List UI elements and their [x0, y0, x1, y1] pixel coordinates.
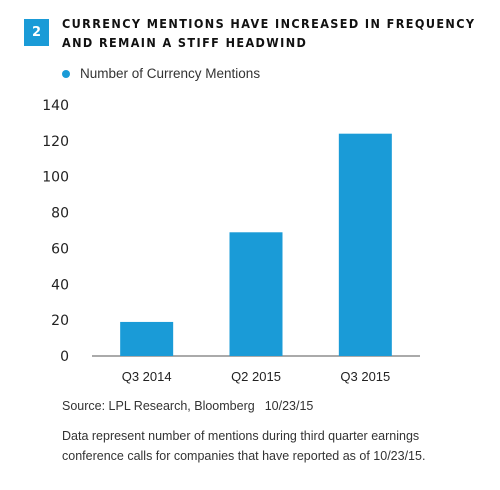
bar-q3-2015 [338, 133, 392, 356]
x-tick-label: Q3 2014 [122, 369, 172, 384]
chart-title-line-1: CURRENCY MENTIONS HAVE INCREASED IN FREQ… [62, 16, 476, 31]
x-tick-label: Q3 2015 [340, 369, 390, 384]
source-text: Source: LPL Research, Bloomberg [62, 399, 255, 413]
y-tick-label: 100 [42, 170, 69, 186]
legend-swatch-icon [62, 69, 70, 78]
y-tick-label: 20 [51, 313, 69, 329]
chart-legend: Number of Currency Mentions [62, 66, 260, 81]
x-tick-label: Q2 2015 [231, 369, 281, 384]
y-tick-label: 120 [42, 134, 69, 150]
bar-q3-2014 [120, 321, 174, 356]
y-tick-label: 40 [51, 277, 69, 293]
chart-note-line-2: conference calls for companies that have… [62, 449, 426, 463]
bar-chart: 0 20 40 60 80 100 120 140 Q3 2014 Q2 2015 Q3 2015 [42, 98, 420, 384]
chart-title: CURRENCY MENTIONS HAVE INCREASED IN FREQ… [62, 14, 492, 52]
figure-number-badge: 2 [24, 19, 49, 46]
bar-q2-2015 [229, 232, 283, 356]
source-date: 10/23/15 [264, 399, 314, 413]
y-tick-label: 140 [42, 98, 69, 114]
chart-note-line-1: Data represent number of mentions during… [62, 429, 420, 443]
chart-title-line-2: AND REMAIN A STIFF HEADWIND [62, 35, 308, 50]
y-tick-label: 0 [60, 349, 69, 365]
y-tick-label: 80 [51, 206, 69, 222]
legend-label: Number of Currency Mentions [80, 66, 261, 81]
chart-note: Data represent number of mentions during… [62, 426, 492, 466]
source-line: Source: LPL Research, Bloomberg 10/23/15 [62, 399, 313, 413]
y-tick-label: 60 [51, 241, 69, 257]
